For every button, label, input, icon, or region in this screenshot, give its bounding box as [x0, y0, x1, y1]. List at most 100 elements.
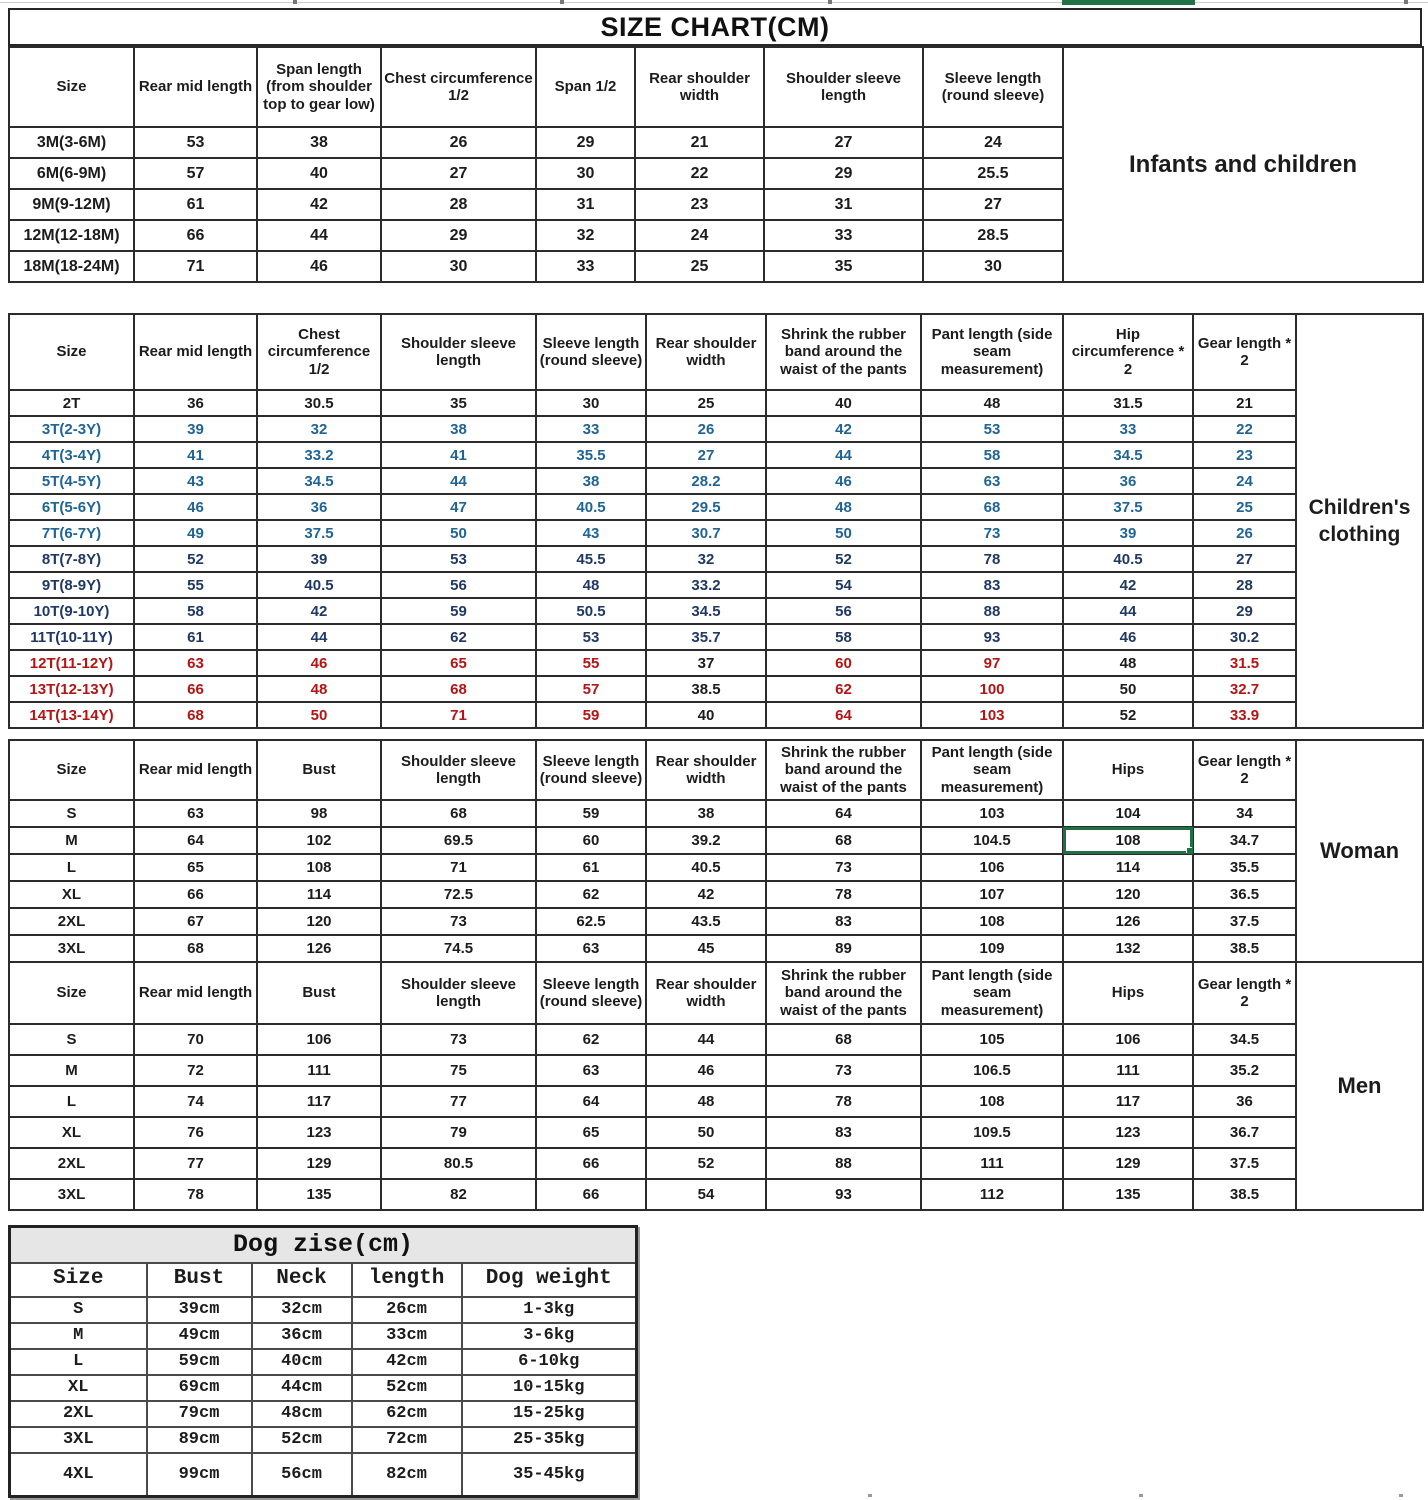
table-cell: 12T(11-12Y)	[8, 649, 135, 677]
table-cell: 38	[645, 799, 767, 828]
table-cell: 3T(2-3Y)	[8, 415, 135, 443]
table-cell: 111	[920, 1147, 1064, 1180]
column-header: Span length (from shoulder top to gear l…	[256, 46, 382, 128]
table-cell: 28.2	[645, 467, 767, 495]
table-cell: 60	[535, 826, 647, 855]
table-cell: 102	[256, 826, 382, 855]
table-cell: 25.5	[922, 157, 1064, 190]
table-cell: 27	[1192, 545, 1297, 573]
table-cell: 48	[920, 389, 1064, 417]
table-cell: 71	[133, 250, 258, 283]
table-cell: 52cm	[350, 1373, 463, 1402]
table-row: S 70 106 73 62 44 68 105 106 34.5	[8, 1023, 1423, 1056]
grid-tick	[828, 0, 832, 4]
column-header: Shoulder sleeve length	[380, 739, 537, 801]
table-cell: 55	[535, 649, 647, 677]
table-row: 2T 36 30.5 35 30 25 40 48 31.5 21	[8, 389, 1423, 417]
table-cell: 106	[256, 1023, 382, 1056]
table-cell: 46	[765, 467, 922, 495]
table-cell: 25	[634, 250, 765, 283]
table-cell: 36cm	[250, 1321, 353, 1350]
table-cell: 74.5	[380, 934, 537, 963]
table-cell: 44	[256, 623, 382, 651]
table-cell: 30	[380, 250, 537, 283]
table-cell: 6M(6-9M)	[8, 157, 135, 190]
column-header: Neck	[250, 1261, 353, 1298]
table-cell: 61	[535, 853, 647, 882]
table-cell: 135	[256, 1178, 382, 1211]
table-cell: 34.5	[645, 597, 767, 625]
table-cell: 68	[133, 934, 258, 963]
column-header: Rear mid length	[133, 739, 258, 801]
table-cell: 80.5	[380, 1147, 537, 1180]
table-cell: 46	[256, 250, 382, 283]
table-row: 4XL 99cm 56cm 82cm 35-45kg	[8, 1451, 638, 1498]
table-cell: 48	[765, 493, 922, 521]
table-cell: 33	[763, 219, 924, 252]
table-cell: 35	[380, 389, 537, 417]
table-cell: 64	[535, 1085, 647, 1118]
table-cell: 62cm	[350, 1399, 463, 1428]
table-cell: S	[8, 799, 135, 828]
table-cell: 126	[1062, 907, 1194, 936]
table-cell: 30.5	[256, 389, 382, 417]
table-cell: 106.5	[920, 1054, 1064, 1087]
column-header: Bust	[256, 961, 382, 1025]
table-cell: 52	[765, 545, 922, 573]
table-cell: 37.5	[256, 519, 382, 547]
table-cell: 40	[256, 157, 382, 190]
column-header: Size	[8, 1261, 148, 1298]
column-header: Rear mid length	[133, 313, 258, 391]
column-header: length	[350, 1261, 463, 1298]
table-cell: 93	[920, 623, 1064, 651]
table-cell: 53	[535, 623, 647, 651]
column-header: Pant length (side seam measurement)	[920, 961, 1064, 1025]
column-header: Shrink the rubber band around the waist …	[765, 739, 922, 801]
table-cell: 78	[920, 545, 1064, 573]
table-cell: 13T(12-13Y)	[8, 675, 135, 703]
table-cell: 58	[920, 441, 1064, 469]
column-header: Chest circumference 1/2	[256, 313, 382, 391]
table-cell: 32	[535, 219, 636, 252]
column-header: Shrink the rubber band around the waist …	[765, 313, 922, 391]
table-cell: 57	[133, 157, 258, 190]
table-cell: 33.2	[645, 571, 767, 599]
table-cell: 30.2	[1192, 623, 1297, 651]
table-cell: 2XL	[8, 1399, 148, 1428]
table-row: L 65 108 71 61 40.5 73 106 114 35.5	[8, 853, 1423, 882]
table-cell: 59	[380, 597, 537, 625]
table-cell: M	[8, 1321, 148, 1350]
table-cell: 38.5	[645, 675, 767, 703]
table-cell: 34	[1192, 799, 1297, 828]
table-cell: 71	[380, 701, 537, 729]
table-cell: 24	[634, 219, 765, 252]
table-cell: 63	[535, 934, 647, 963]
table-cell: 38.5	[1192, 934, 1297, 963]
table-cell: 18M(18-24M)	[8, 250, 135, 283]
table-cell: 32	[645, 545, 767, 573]
table-cell: 26	[645, 415, 767, 443]
table-cell: 103	[920, 799, 1064, 828]
table-cell: 46	[645, 1054, 767, 1087]
table-cell: 70	[133, 1023, 258, 1056]
table-cell: 32cm	[250, 1295, 353, 1324]
table-cell: 66	[133, 219, 258, 252]
table-cell: 71	[380, 853, 537, 882]
section-label: Men	[1295, 961, 1424, 1211]
table-cell: 22	[634, 157, 765, 190]
table-cell: 33cm	[350, 1321, 463, 1350]
table-cell: 120	[256, 907, 382, 936]
table-cell: 33	[1062, 415, 1194, 443]
table-cell: 63	[133, 799, 258, 828]
table-cell: 27	[763, 126, 924, 159]
table-cell: 68	[765, 1023, 922, 1056]
table-cell: 50	[645, 1116, 767, 1149]
table-cell: 59cm	[145, 1347, 253, 1376]
table-cell: 48	[645, 1085, 767, 1118]
table-cell: 33	[535, 415, 647, 443]
table-cell: 39	[133, 415, 258, 443]
table-cell: 31	[763, 188, 924, 221]
table-cell: 47	[380, 493, 537, 521]
table-cell: 53	[920, 415, 1064, 443]
table-cell: 62	[535, 880, 647, 909]
